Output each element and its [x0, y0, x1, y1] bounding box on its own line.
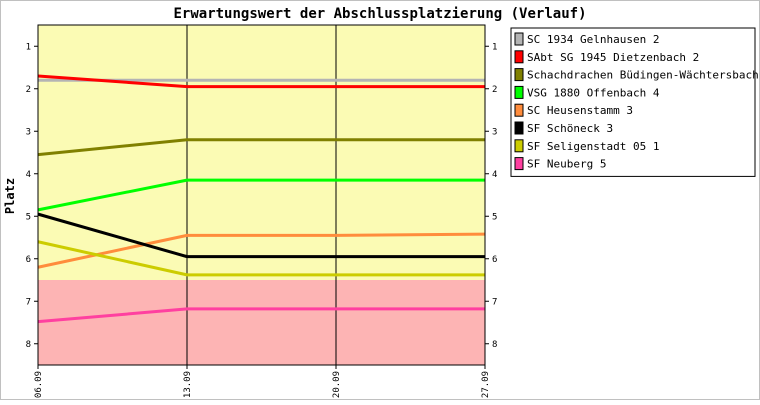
series-line-3	[37, 178, 485, 212]
y-tick-label-left-8: 8	[26, 340, 31, 350]
x-tick-label-2: 20.09	[332, 371, 342, 398]
legend-label-6: SF Seligenstadt 05 1	[527, 140, 659, 153]
legend-swatch-1	[514, 50, 524, 64]
y-tick-label-right-8: 8	[492, 340, 497, 350]
legend-swatch-3	[514, 85, 524, 99]
legend-swatch-7	[514, 157, 524, 171]
legend-label-7: SF Neuberg 5	[527, 158, 606, 171]
y-tick-label-right-3: 3	[492, 127, 497, 137]
legend-box	[510, 27, 756, 177]
y-tick-label-right-4: 4	[492, 170, 497, 180]
legend-label-4: SC Heusenstamm 3	[527, 104, 633, 117]
zone-band-1	[38, 280, 485, 365]
plot-zones	[38, 25, 485, 365]
series-line-7	[37, 307, 485, 324]
y-tick-label-left-4: 4	[26, 170, 31, 180]
y-axis-left: 1 2 3 4 5 6 7 8	[26, 42, 38, 350]
series-line-2	[37, 138, 485, 157]
y-tick-label-left-3: 3	[26, 127, 31, 137]
y-tick-label-left-1: 1	[26, 42, 31, 52]
y-axis-right: 1 2 3 4 5 6 7 8	[485, 42, 497, 350]
chart-title: Erwartungswert der Abschlussplatzierung …	[173, 6, 586, 22]
y-tick-label-right-1: 1	[492, 42, 497, 52]
legend-label-3: VSG 1880 Offenbach 4	[527, 86, 660, 99]
y-tick-label-left-6: 6	[26, 255, 31, 265]
legend-label-0: SC 1934 Gelnhausen 2	[527, 33, 659, 46]
y-tick-label-left-7: 7	[26, 297, 31, 307]
legend-swatch-5	[514, 121, 524, 135]
y-tick-label-left-2: 2	[26, 85, 31, 95]
y-axis-label: Platz	[3, 178, 17, 214]
legend-swatch-6	[514, 139, 524, 153]
y-tick-label-right-6: 6	[492, 255, 497, 265]
legend-label-5: SF Schöneck 3	[527, 122, 613, 135]
legend: SC 1934 Gelnhausen 2 SAbt SG 1945 Dietzen…	[510, 27, 760, 177]
x-tick-label-0: 06.09	[34, 371, 44, 398]
series-line-4	[37, 232, 486, 269]
y-tick-label-right-5: 5	[492, 212, 497, 222]
plot-frame	[37, 24, 486, 366]
zone-band-0	[38, 25, 485, 280]
x-tick-label-3: 27.09	[481, 371, 491, 398]
y-tick-label-left-5: 5	[26, 212, 31, 222]
x-tick-label-1: 13.09	[183, 371, 193, 398]
legend-swatch-4	[514, 103, 524, 117]
x-axis: 06.09 13.09 20.09 27.09	[34, 365, 491, 398]
legend-label-2: Schachdrachen Büdingen-Wächtersbach 3	[527, 69, 760, 82]
legend-label-1: SAbt SG 1945 Dietzenbach 2	[527, 51, 699, 64]
series-line-1	[37, 74, 485, 89]
series-lines	[37, 74, 486, 324]
series-line-5	[37, 212, 485, 259]
y-tick-label-right-7: 7	[492, 297, 497, 307]
series-line-6	[37, 240, 485, 277]
legend-swatch-0	[514, 32, 524, 46]
legend-swatch-2	[514, 68, 524, 82]
y-tick-label-right-2: 2	[492, 85, 497, 95]
